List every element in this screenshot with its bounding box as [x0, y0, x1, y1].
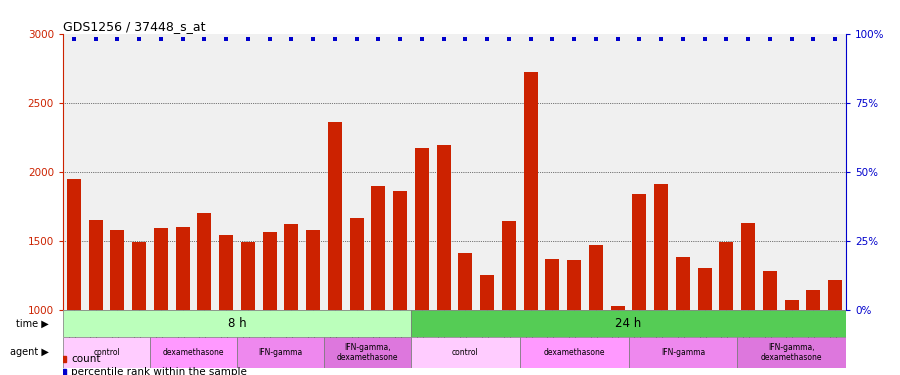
Bar [524, 72, 537, 375]
Text: IFN-gamma,
dexamethasone: IFN-gamma, dexamethasone [760, 343, 823, 362]
Bar [589, 246, 603, 375]
Text: agent ▶: agent ▶ [10, 347, 49, 357]
Bar [88, 220, 103, 375]
Bar [719, 242, 733, 375]
Bar [806, 290, 821, 375]
Bar [176, 227, 190, 375]
Bar [349, 218, 364, 375]
Bar [263, 232, 276, 375]
Text: count: count [71, 354, 101, 364]
Bar [567, 260, 581, 375]
Text: time ▶: time ▶ [16, 318, 49, 328]
Bar [411, 337, 520, 368]
Bar [545, 258, 560, 375]
Text: 8 h: 8 h [228, 317, 247, 330]
Bar [372, 186, 385, 375]
Text: dexamethasone: dexamethasone [163, 348, 224, 357]
Text: IFN-gamma: IFN-gamma [258, 348, 302, 357]
Bar [763, 271, 777, 375]
Bar [132, 242, 146, 375]
Bar [237, 337, 324, 368]
Bar [219, 235, 233, 375]
Bar [306, 230, 320, 375]
Bar [67, 178, 81, 375]
Bar [415, 148, 429, 375]
Text: GDS1256 / 37448_s_at: GDS1256 / 37448_s_at [63, 20, 205, 33]
Bar [828, 280, 842, 375]
Bar [241, 242, 255, 375]
Text: 24 h: 24 h [616, 317, 642, 330]
Bar [324, 337, 411, 368]
Bar [633, 194, 646, 375]
Bar [154, 228, 168, 375]
Bar [785, 300, 798, 375]
Bar [150, 337, 237, 368]
Text: dexamethasone: dexamethasone [544, 348, 605, 357]
Bar [393, 191, 407, 375]
Text: percentile rank within the sample: percentile rank within the sample [71, 368, 247, 375]
Bar [741, 223, 755, 375]
Bar [458, 253, 473, 375]
Bar [63, 337, 150, 368]
Bar [610, 306, 625, 375]
Bar [520, 337, 628, 368]
Bar [411, 310, 846, 337]
Bar [676, 257, 690, 375]
Bar [63, 310, 411, 337]
Bar [698, 267, 712, 375]
Bar [480, 275, 494, 375]
Bar [654, 184, 668, 375]
Bar [737, 337, 846, 368]
Text: control: control [93, 348, 120, 357]
Bar [111, 230, 124, 375]
Bar [328, 122, 342, 375]
Bar [197, 213, 211, 375]
Bar [628, 337, 737, 368]
Text: IFN-gamma: IFN-gamma [661, 348, 705, 357]
Text: control: control [452, 348, 479, 357]
Bar [284, 224, 299, 375]
Bar [436, 146, 451, 375]
Text: IFN-gamma,
dexamethasone: IFN-gamma, dexamethasone [337, 343, 398, 362]
Bar [502, 221, 516, 375]
